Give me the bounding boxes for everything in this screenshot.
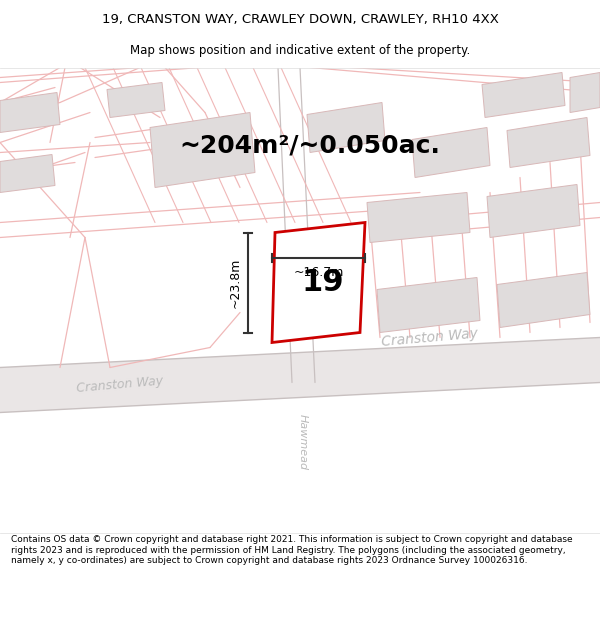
Polygon shape: [367, 192, 470, 242]
Text: ~204m²/~0.050ac.: ~204m²/~0.050ac.: [179, 134, 440, 158]
Text: ~16.7m: ~16.7m: [293, 266, 344, 279]
Text: Map shows position and indicative extent of the property.: Map shows position and indicative extent…: [130, 44, 470, 57]
Polygon shape: [307, 102, 385, 152]
Polygon shape: [497, 272, 590, 328]
Polygon shape: [0, 92, 60, 132]
Polygon shape: [272, 222, 365, 343]
Polygon shape: [377, 278, 480, 332]
Text: Contains OS data © Crown copyright and database right 2021. This information is : Contains OS data © Crown copyright and d…: [11, 535, 572, 565]
Polygon shape: [507, 118, 590, 168]
Polygon shape: [412, 127, 490, 177]
Polygon shape: [0, 154, 55, 192]
Text: Cranston Way: Cranston Way: [381, 326, 479, 349]
Polygon shape: [107, 82, 165, 118]
Polygon shape: [570, 72, 600, 112]
Text: 19, CRANSTON WAY, CRAWLEY DOWN, CRAWLEY, RH10 4XX: 19, CRANSTON WAY, CRAWLEY DOWN, CRAWLEY,…: [101, 14, 499, 26]
Polygon shape: [150, 112, 255, 188]
Text: Hawmead: Hawmead: [298, 414, 308, 471]
Polygon shape: [0, 338, 600, 412]
Text: Cranston Way: Cranston Way: [76, 374, 164, 395]
Text: 19: 19: [302, 268, 344, 297]
Polygon shape: [487, 184, 580, 238]
Polygon shape: [482, 72, 565, 118]
Text: ~23.8m: ~23.8m: [229, 258, 242, 308]
